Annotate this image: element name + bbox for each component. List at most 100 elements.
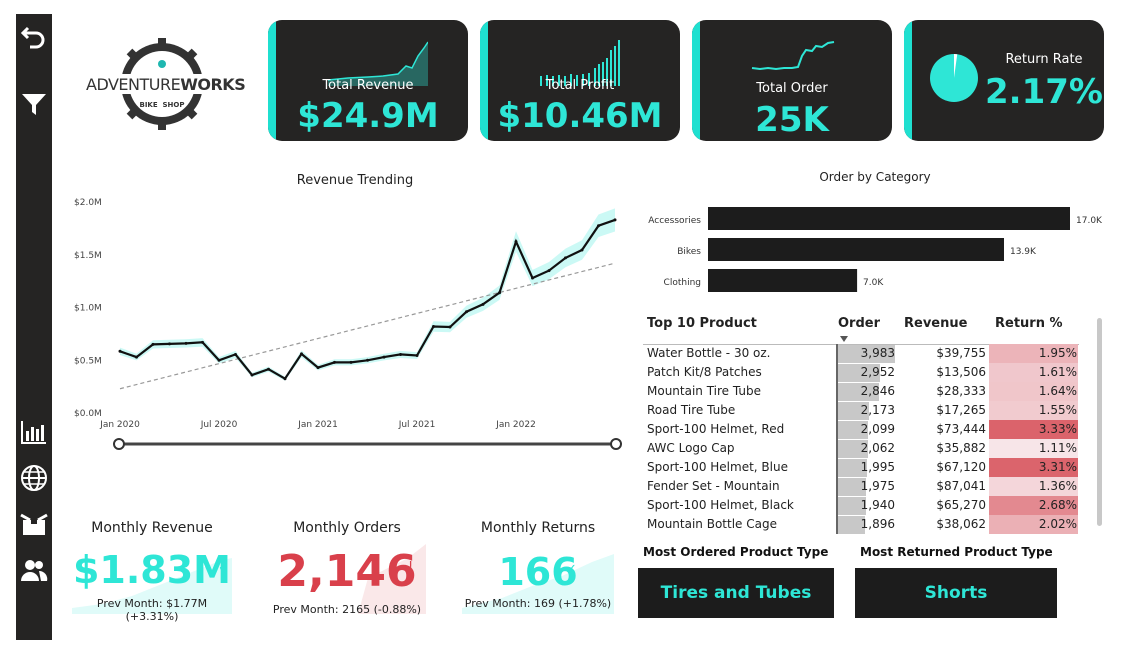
revenue-point[interactable] bbox=[168, 342, 171, 346]
product-cell: Mountain Tire Tube bbox=[647, 384, 761, 398]
table-row[interactable]: Sport-100 Helmet, Blue 1,995 $67,120 3.31% bbox=[643, 458, 1079, 477]
revenue-point[interactable] bbox=[283, 377, 287, 381]
return-heat-cell bbox=[989, 363, 1078, 382]
table-row[interactable]: Fender Set - Mountain 1,975 $87,041 1.36% bbox=[643, 477, 1079, 496]
filter-icon[interactable] bbox=[18, 88, 50, 120]
col-revenue[interactable]: Revenue bbox=[904, 316, 968, 331]
table-row[interactable]: Sport-100 Helmet, Red 2,099 $73,444 3.33% bbox=[643, 420, 1079, 439]
revenue-point[interactable] bbox=[597, 224, 600, 228]
kpi-return-value: 2.17% bbox=[985, 72, 1103, 112]
kpi-total-revenue[interactable]: Total Revenue $24.9M bbox=[268, 20, 468, 141]
table-title: Top 10 Product bbox=[647, 316, 757, 331]
revenue-point[interactable] bbox=[217, 358, 221, 362]
revenue-point[interactable] bbox=[432, 324, 435, 328]
kpi-total-profit[interactable]: Total Profit $10.46M bbox=[480, 20, 680, 141]
table-row[interactable]: Water Bottle - 30 oz. 3,983 $39,755 1.95% bbox=[643, 344, 1079, 363]
kpi-total-order[interactable]: Total Order 25K bbox=[692, 20, 892, 141]
order-bar bbox=[838, 383, 879, 401]
order-cell: 2,173 bbox=[860, 403, 895, 417]
users-icon[interactable] bbox=[18, 554, 50, 586]
return-heat-cell bbox=[989, 439, 1078, 458]
return-rate-slice bbox=[954, 53, 958, 78]
revenue-point[interactable] bbox=[580, 248, 584, 252]
table-row[interactable]: Patch Kit/8 Patches 2,952 $13,506 1.61% bbox=[643, 363, 1079, 382]
revenue-point[interactable] bbox=[135, 355, 138, 359]
revenue-cell: $87,041 bbox=[936, 479, 986, 493]
most-ordered-card[interactable]: Tires and Tubes bbox=[638, 568, 834, 618]
return-heat-cell bbox=[989, 344, 1078, 363]
revenue-point[interactable] bbox=[267, 367, 270, 371]
monthly-orders-value: 2,146 bbox=[277, 546, 417, 597]
box-icon[interactable] bbox=[18, 508, 50, 540]
table-row[interactable]: Mountain Tire Tube 2,846 $28,333 1.64% bbox=[643, 382, 1079, 401]
return-heat-cell bbox=[989, 515, 1078, 534]
sort-desc-icon[interactable] bbox=[839, 335, 849, 343]
revenue-point[interactable] bbox=[514, 240, 518, 244]
order-bar bbox=[838, 421, 868, 439]
profit-sparkline bbox=[540, 40, 620, 86]
revenue-cell: $65,270 bbox=[936, 498, 986, 512]
kpi-return-rate[interactable]: Return Rate 2.17% bbox=[904, 20, 1104, 141]
revenue-point[interactable] bbox=[547, 269, 551, 273]
top-products-table[interactable]: Top 10 Product Order Revenue Return % Wa… bbox=[643, 316, 1102, 534]
bar-chart-icon[interactable] bbox=[18, 416, 50, 448]
revenue-point[interactable] bbox=[415, 354, 419, 358]
order-bar bbox=[838, 345, 895, 363]
kpi-profit-value: $10.46M bbox=[497, 96, 663, 136]
most-returned-card[interactable]: Shorts bbox=[855, 568, 1057, 618]
table-row[interactable]: Road Tire Tube 2,173 $17,265 1.55% bbox=[643, 401, 1079, 420]
revenue-point[interactable] bbox=[448, 325, 452, 329]
category-bar[interactable] bbox=[708, 207, 1070, 230]
revenue-point[interactable] bbox=[531, 276, 534, 280]
order-cell: 2,099 bbox=[860, 422, 895, 436]
revenue-point[interactable] bbox=[382, 355, 386, 359]
category-bar[interactable] bbox=[708, 238, 1004, 261]
slider-handle-start[interactable] bbox=[113, 438, 125, 450]
order-bar bbox=[838, 516, 866, 534]
revenue-point[interactable] bbox=[366, 358, 369, 362]
forecast-band bbox=[120, 208, 615, 381]
table-scrollbar[interactable] bbox=[1097, 318, 1102, 526]
revenue-point[interactable] bbox=[399, 352, 402, 356]
revenue-point[interactable] bbox=[316, 366, 320, 370]
table-row[interactable]: AWC Logo Cap 2,062 $35,882 1.11% bbox=[643, 439, 1079, 458]
product-cell: Fender Set - Mountain bbox=[647, 479, 780, 493]
product-cell: Sport-100 Helmet, Blue bbox=[647, 460, 788, 474]
category-bar[interactable] bbox=[708, 269, 858, 292]
revenue-point[interactable] bbox=[201, 340, 204, 344]
col-order[interactable]: Order bbox=[838, 316, 880, 331]
revenue-point[interactable] bbox=[118, 349, 122, 353]
globe-icon[interactable] bbox=[18, 462, 50, 494]
order-cell: 1,995 bbox=[860, 460, 895, 474]
revenue-series-line bbox=[119, 218, 616, 381]
col-return[interactable]: Return % bbox=[995, 316, 1063, 331]
revenue-point[interactable] bbox=[481, 302, 485, 306]
revenue-point[interactable] bbox=[184, 341, 188, 345]
revenue-point[interactable] bbox=[300, 352, 303, 356]
revenue-point[interactable] bbox=[613, 218, 617, 222]
revenue-point[interactable] bbox=[465, 310, 468, 314]
return-cell: 2.68% bbox=[1038, 498, 1077, 512]
check-icon-2: ✓ bbox=[566, 562, 577, 577]
revenue-point[interactable] bbox=[333, 360, 336, 364]
monthly-revenue-prev: Prev Month: $1.77M (+3.31%) bbox=[96, 597, 208, 623]
table-row[interactable]: Mountain Bottle Cage 1,896 $38,062 2.02% bbox=[643, 515, 1079, 534]
table-row[interactable]: Sport-100 Helmet, Black 1,940 $65,270 2.68% bbox=[643, 496, 1079, 515]
order-cell: 2,062 bbox=[860, 441, 895, 455]
undo-icon[interactable] bbox=[18, 20, 50, 52]
revenue-point[interactable] bbox=[564, 256, 567, 260]
slider-handle-end[interactable] bbox=[610, 438, 622, 450]
monthly-revenue-card: Monthly Revenue $1.83M ✓ Prev Month: $1.… bbox=[72, 518, 232, 623]
return-heat-cell bbox=[989, 496, 1078, 515]
return-cell: 3.31% bbox=[1038, 460, 1077, 474]
revenue-point[interactable] bbox=[234, 352, 237, 356]
revenue-point[interactable] bbox=[151, 342, 155, 346]
y-tick-label: $0.0M bbox=[74, 409, 102, 419]
revenue-point[interactable] bbox=[250, 373, 254, 377]
revenue-point[interactable] bbox=[349, 360, 353, 364]
sidebar bbox=[16, 14, 52, 640]
order-by-category-chart[interactable]: Accessories 17.0K Bikes 13.9K Clothing 7.0K bbox=[640, 200, 1110, 300]
revenue-point[interactable] bbox=[498, 291, 501, 295]
revenue-cell: $35,882 bbox=[936, 441, 986, 455]
